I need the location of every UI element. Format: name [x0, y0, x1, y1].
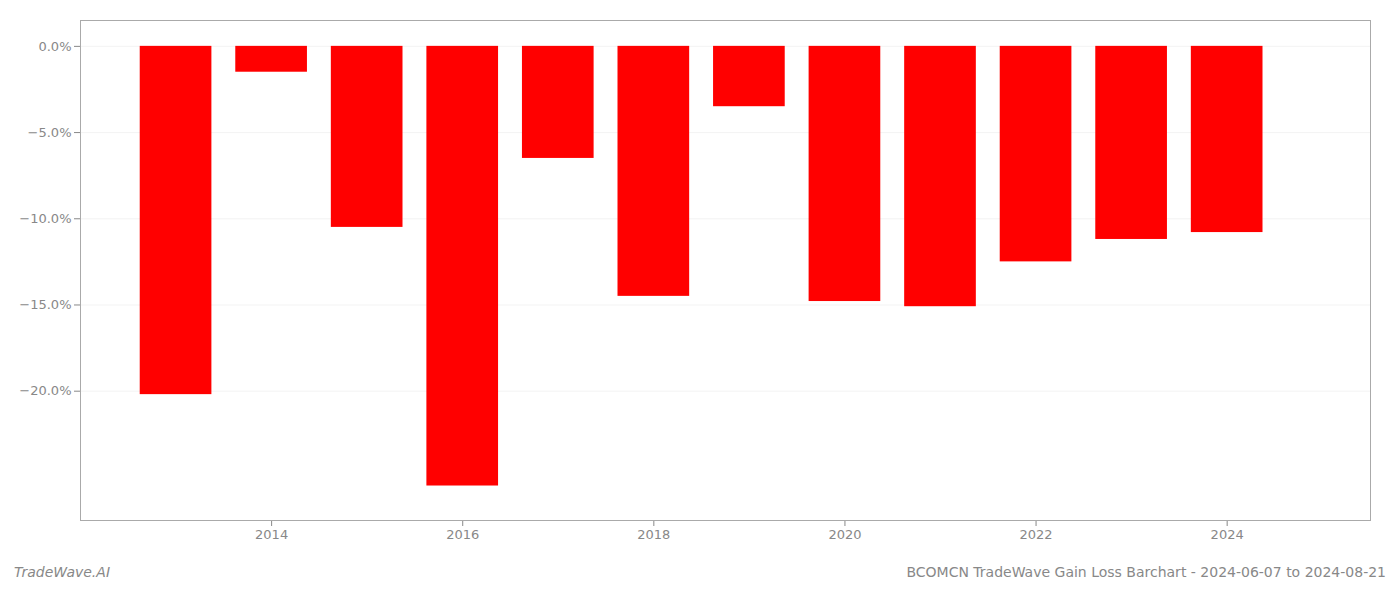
html-text:TradeWave.AI: TradeWave.AI [14, 564, 110, 580]
html-text:BCOMCN TradeWave Gain Loss Bar: BCOMCN TradeWave Gain Loss Barchart - 20… [906, 564, 1386, 580]
svg-text:2022: 2022 [1020, 527, 1053, 542]
svg-text:−15.0%: −15.0% [19, 297, 71, 312]
svg-text:2016: 2016 [446, 527, 479, 542]
svg-text:0.0%: 0.0% [38, 39, 71, 54]
svg-text:−10.0%: −10.0% [19, 211, 71, 226]
svg-text:2018: 2018 [637, 527, 670, 542]
svg-text:−5.0%: −5.0% [28, 125, 72, 140]
svg-text:−20.0%: −20.0% [19, 383, 71, 398]
svg-text:2024: 2024 [1211, 527, 1244, 542]
svg-text:2020: 2020 [828, 527, 861, 542]
svg-text:2014: 2014 [255, 527, 288, 542]
